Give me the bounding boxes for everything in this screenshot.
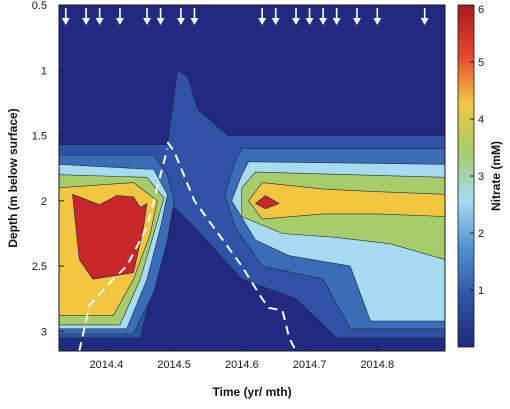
- sampling-arrow-15: [352, 8, 361, 25]
- y-axis-title: Depth (m below surface): [6, 108, 20, 247]
- plot-area: [59, 5, 445, 351]
- x-tick-label: 2014.5: [157, 359, 191, 371]
- sampling-arrow-8: [190, 8, 199, 25]
- contour-region-level-5-9: [72, 194, 148, 280]
- contour-region-level-5-10: [255, 195, 280, 209]
- colorbar-tick-label: 4: [478, 114, 484, 126]
- sampling-arrow-10: [271, 8, 280, 25]
- x-tick-label: 2014.4: [90, 359, 124, 371]
- colorbar-ticks: 1 2 3 4 5 6: [470, 4, 484, 297]
- y-tick-label: 2: [41, 196, 47, 208]
- sampling-arrow-9: [258, 8, 267, 25]
- colorbar-tick-label: 3: [478, 171, 484, 183]
- dashed-lines: [78, 141, 297, 351]
- dashed-line-1: [78, 148, 169, 351]
- sampling-arrow-16: [373, 8, 382, 25]
- plot-frame: [58, 4, 446, 352]
- y-tick-label: 1.5: [32, 131, 47, 143]
- colorbar: 1 2 3 4 5 6: [457, 4, 484, 348]
- sampling-arrow-13: [319, 8, 328, 25]
- sampling-arrow-4: [115, 8, 124, 25]
- sampling-arrow-3: [95, 8, 104, 25]
- sampling-arrow-14: [332, 8, 341, 25]
- colorbar-tick-label: 2: [478, 228, 484, 240]
- contour-region-level-4-8: [248, 182, 445, 220]
- x-axis-title: Time (yr/ mth): [212, 385, 291, 399]
- sampling-arrow-17: [420, 8, 429, 25]
- y-tick-label: 0.5: [32, 0, 47, 12]
- sampling-arrow-12: [305, 8, 314, 25]
- sampling-arrow-2: [82, 8, 91, 25]
- colorbar-tick-label: 5: [478, 57, 484, 69]
- colorbar-title: Nitrate (mM): [489, 141, 503, 211]
- x-tick-label: 2014.6: [225, 359, 259, 371]
- dashed-line-2: [166, 141, 297, 351]
- x-tick-label: 2014.7: [293, 359, 327, 371]
- y-axis: 0.5 1 1.5 2 2.5 3: [32, 0, 64, 338]
- sampling-arrows: [61, 8, 429, 25]
- sampling-arrow-1: [61, 8, 70, 25]
- colorbar-tick-label: 1: [478, 285, 484, 297]
- sampling-arrow-6: [156, 8, 165, 25]
- x-tick-label: 2014.8: [360, 359, 394, 371]
- y-tick-label: 2.5: [32, 261, 47, 273]
- y-tick-label: 1: [41, 65, 47, 77]
- sampling-arrow-5: [143, 8, 152, 25]
- contour-layers: [59, 70, 445, 339]
- sampling-arrow-11: [292, 8, 301, 25]
- sampling-arrow-7: [176, 8, 185, 25]
- colorbar-tick-label: 6: [478, 4, 484, 16]
- y-tick-label: 3: [41, 326, 47, 338]
- x-axis: 2014.4 2014.5 2014.6 2014.7 2014.8: [90, 346, 394, 371]
